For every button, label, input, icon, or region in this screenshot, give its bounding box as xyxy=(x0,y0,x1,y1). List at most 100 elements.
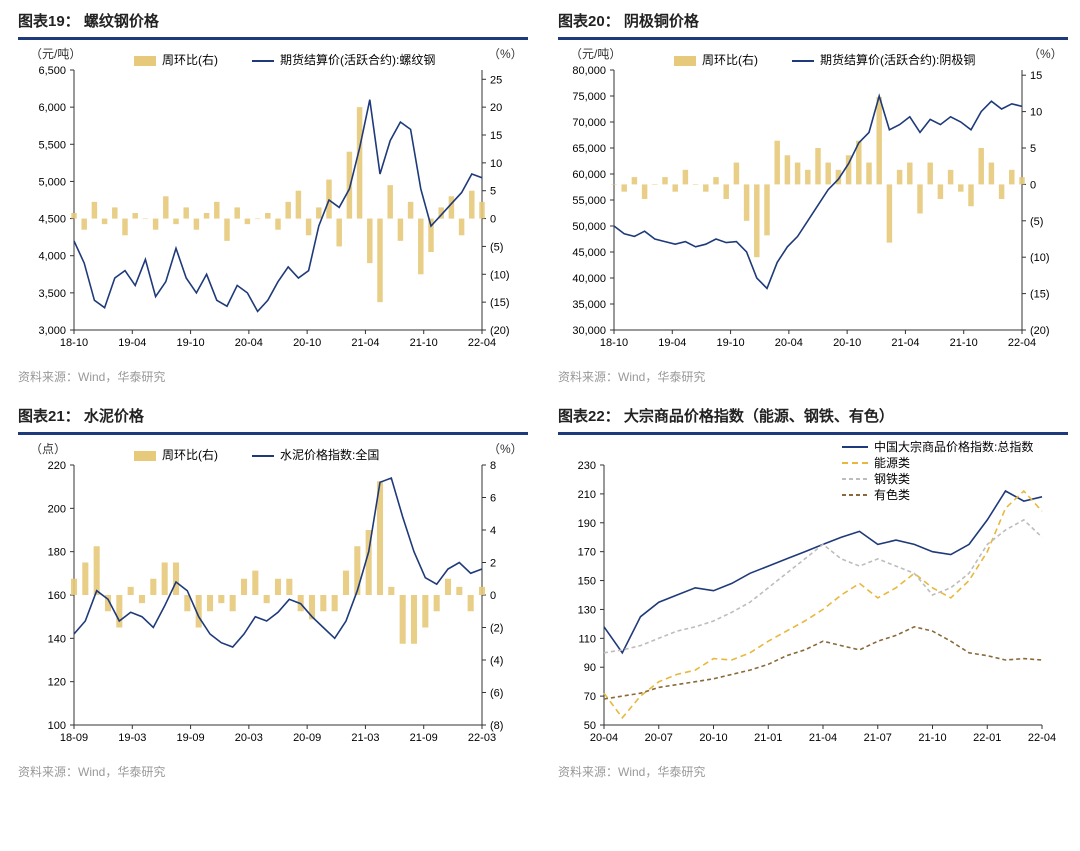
svg-text:(8): (8) xyxy=(490,720,503,732)
svg-text:5: 5 xyxy=(490,186,496,198)
svg-text:能源类: 能源类 xyxy=(874,456,910,470)
svg-text:20-09: 20-09 xyxy=(293,732,321,744)
svg-text:22-03: 22-03 xyxy=(468,732,496,744)
svg-text:0: 0 xyxy=(1030,179,1036,191)
svg-text:120: 120 xyxy=(48,677,66,689)
svg-text:5,000: 5,000 xyxy=(38,176,66,188)
svg-text:30,000: 30,000 xyxy=(572,325,606,337)
svg-text:180: 180 xyxy=(48,547,66,559)
svg-text:35,000: 35,000 xyxy=(572,299,606,311)
svg-text:5: 5 xyxy=(1030,143,1036,155)
svg-text:周环比(右): 周环比(右) xyxy=(702,52,758,67)
svg-text:65,000: 65,000 xyxy=(572,143,606,155)
svg-text:8: 8 xyxy=(490,460,496,472)
svg-text:21-10: 21-10 xyxy=(410,337,438,349)
panel-title: 图表19： 螺纹钢价格 xyxy=(18,10,528,31)
svg-text:（元/吨）: （元/吨） xyxy=(30,47,81,61)
svg-text:(15): (15) xyxy=(490,297,510,309)
svg-text:(10): (10) xyxy=(490,269,510,281)
svg-text:(20): (20) xyxy=(1030,325,1050,337)
svg-text:3,000: 3,000 xyxy=(38,325,66,337)
svg-text:19-04: 19-04 xyxy=(118,337,146,349)
panel-title: 图表22： 大宗商品价格指数（能源、钢铁、有色） xyxy=(558,405,1068,426)
svg-text:21-01: 21-01 xyxy=(754,732,782,744)
svg-text:20-04: 20-04 xyxy=(235,337,263,349)
panel-title: 图表20： 阴极铜价格 xyxy=(558,10,1068,31)
svg-text:90: 90 xyxy=(584,662,596,674)
svg-text:45,000: 45,000 xyxy=(572,247,606,259)
svg-text:19-09: 19-09 xyxy=(177,732,205,744)
svg-text:70: 70 xyxy=(584,691,596,703)
svg-text:140: 140 xyxy=(48,633,66,645)
svg-text:中国大宗商品价格指数:总指数: 中国大宗商品价格指数:总指数 xyxy=(874,439,1033,454)
svg-text:190: 190 xyxy=(578,518,596,530)
svg-text:钢铁类: 钢铁类 xyxy=(874,472,910,486)
svg-text:(6): (6) xyxy=(490,688,503,700)
svg-text:20-03: 20-03 xyxy=(235,732,263,744)
svg-text:6: 6 xyxy=(490,493,496,505)
svg-text:水泥价格指数:全国: 水泥价格指数:全国 xyxy=(280,447,379,462)
svg-text:周环比(右): 周环比(右) xyxy=(162,52,218,67)
svg-text:（元/吨）: （元/吨） xyxy=(570,47,621,61)
chart-svg: （元/吨）（%）周环比(右)期货结算价(活跃合约):阴极铜30,00035,00… xyxy=(558,42,1068,362)
svg-text:4,500: 4,500 xyxy=(38,214,66,226)
svg-text:有色类: 有色类 xyxy=(874,488,910,502)
chart-svg: （点）（%）周环比(右)水泥价格指数:全国1001201401601802002… xyxy=(18,437,528,757)
svg-text:20-10: 20-10 xyxy=(699,732,727,744)
svg-text:75,000: 75,000 xyxy=(572,91,606,103)
svg-text:(2): (2) xyxy=(490,623,503,635)
svg-text:170: 170 xyxy=(578,547,596,559)
svg-text:周环比(右): 周环比(右) xyxy=(162,447,218,462)
svg-text:21-04: 21-04 xyxy=(809,732,837,744)
svg-text:0: 0 xyxy=(490,214,496,226)
svg-text:22-04: 22-04 xyxy=(1008,337,1036,349)
svg-text:20-10: 20-10 xyxy=(833,337,861,349)
svg-text:19-10: 19-10 xyxy=(177,337,205,349)
svg-text:22-04: 22-04 xyxy=(1028,732,1056,744)
svg-text:21-09: 21-09 xyxy=(410,732,438,744)
svg-text:220: 220 xyxy=(48,460,66,472)
chart-panel-c21: 图表21： 水泥价格（点）（%）周环比(右)水泥价格指数:全国100120140… xyxy=(18,405,528,780)
chart-area: （元/吨）（%）周环比(右)期货结算价(活跃合约):阴极铜30,00035,00… xyxy=(558,37,1068,362)
svg-text:150: 150 xyxy=(578,576,596,588)
svg-text:2: 2 xyxy=(490,558,496,570)
svg-text:20-10: 20-10 xyxy=(293,337,321,349)
svg-text:(4): (4) xyxy=(490,655,503,667)
svg-text:22-04: 22-04 xyxy=(468,337,496,349)
panel-title: 图表21： 水泥价格 xyxy=(18,405,528,426)
svg-text:40,000: 40,000 xyxy=(572,273,606,285)
svg-text:25: 25 xyxy=(490,74,502,86)
panel-source: 资料来源：Wind，华泰研究 xyxy=(558,368,1068,385)
svg-text:19-10: 19-10 xyxy=(717,337,745,349)
svg-text:18-10: 18-10 xyxy=(60,337,88,349)
svg-text:60,000: 60,000 xyxy=(572,169,606,181)
svg-text:200: 200 xyxy=(48,503,66,515)
svg-text:5,500: 5,500 xyxy=(38,139,66,151)
svg-text:80,000: 80,000 xyxy=(572,65,606,77)
svg-text:70,000: 70,000 xyxy=(572,117,606,129)
svg-text:15: 15 xyxy=(490,130,502,142)
panel-source: 资料来源：Wind，华泰研究 xyxy=(558,763,1068,780)
svg-text:100: 100 xyxy=(48,720,66,732)
svg-text:50,000: 50,000 xyxy=(572,221,606,233)
chart-panel-c19: 图表19： 螺纹钢价格（元/吨）（%）周环比(右)期货结算价(活跃合约):螺纹钢… xyxy=(18,10,528,385)
svg-text:21-04: 21-04 xyxy=(891,337,919,349)
svg-text:21-10: 21-10 xyxy=(950,337,978,349)
svg-text:（%）: （%） xyxy=(488,442,523,456)
panel-source: 资料来源：Wind，华泰研究 xyxy=(18,763,528,780)
chart-area: （点）（%）周环比(右)水泥价格指数:全国1001201401601802002… xyxy=(18,432,528,757)
svg-text:19-04: 19-04 xyxy=(658,337,686,349)
chart-area: 中国大宗商品价格指数:总指数能源类钢铁类有色类50709011013015017… xyxy=(558,432,1068,757)
chart-svg: 中国大宗商品价格指数:总指数能源类钢铁类有色类50709011013015017… xyxy=(558,437,1068,757)
svg-text:55,000: 55,000 xyxy=(572,195,606,207)
svg-text:10: 10 xyxy=(490,158,502,170)
svg-text:18-10: 18-10 xyxy=(600,337,628,349)
svg-text:210: 210 xyxy=(578,489,596,501)
svg-text:4,000: 4,000 xyxy=(38,251,66,263)
svg-text:（%）: （%） xyxy=(488,47,523,61)
svg-text:6,000: 6,000 xyxy=(38,102,66,114)
svg-text:(20): (20) xyxy=(490,325,510,337)
svg-text:18-09: 18-09 xyxy=(60,732,88,744)
chart-panel-c20: 图表20： 阴极铜价格 （元/吨）（%）周环比(右)期货结算价(活跃合约):阴极铜… xyxy=(558,10,1068,385)
svg-text:10: 10 xyxy=(1030,107,1042,119)
